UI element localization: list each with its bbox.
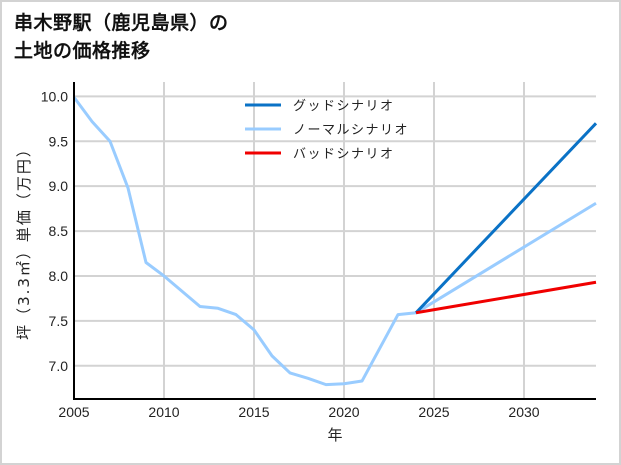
y-tick-label: 8.5 bbox=[49, 223, 69, 239]
x-tick-label: 2010 bbox=[148, 404, 179, 420]
legend-label: グッドシナリオ bbox=[293, 99, 395, 114]
x-axis-label: 年 bbox=[327, 426, 342, 444]
x-tick-label: 2015 bbox=[238, 404, 269, 420]
y-tick-label: 7.0 bbox=[49, 358, 69, 374]
series-line-2 bbox=[415, 280, 597, 315]
x-tick-labels: 2005 2010 2015 2020 2025 2030 bbox=[58, 404, 539, 420]
axes bbox=[73, 82, 596, 400]
x-tick-label: 2005 bbox=[58, 404, 89, 420]
data-series bbox=[72, 96, 598, 387]
chart-title-line2: 土地の価格推移 bbox=[14, 40, 151, 62]
legend-label: ノーマルシナリオ bbox=[293, 123, 409, 138]
y-tick-labels: 7.0 7.5 8.0 8.5 9.0 9.5 10.0 bbox=[41, 88, 68, 373]
x-tick-label: 2030 bbox=[508, 404, 539, 420]
legend-label: バッドシナリオ bbox=[293, 147, 395, 162]
y-tick-label: 7.5 bbox=[49, 313, 69, 329]
y-tick-label: 10.0 bbox=[41, 88, 68, 104]
chart-title-line1: 串木野駅（鹿児島県）の bbox=[14, 12, 229, 34]
x-tick-label: 2020 bbox=[328, 404, 359, 420]
y-tick-label: 8.0 bbox=[49, 268, 69, 284]
series-line-1 bbox=[72, 96, 597, 387]
y-axis-label: 坪（3.3㎡）単価（万円） bbox=[15, 140, 33, 340]
series-line-0 bbox=[414, 122, 598, 314]
chart-title: 串木野駅（鹿児島県）の 土地の価格推移 bbox=[14, 9, 229, 65]
y-tick-label: 9.0 bbox=[49, 178, 69, 194]
x-tick-label: 2025 bbox=[418, 404, 449, 420]
y-tick-label: 9.5 bbox=[49, 133, 69, 149]
grid-lines bbox=[73, 82, 596, 399]
